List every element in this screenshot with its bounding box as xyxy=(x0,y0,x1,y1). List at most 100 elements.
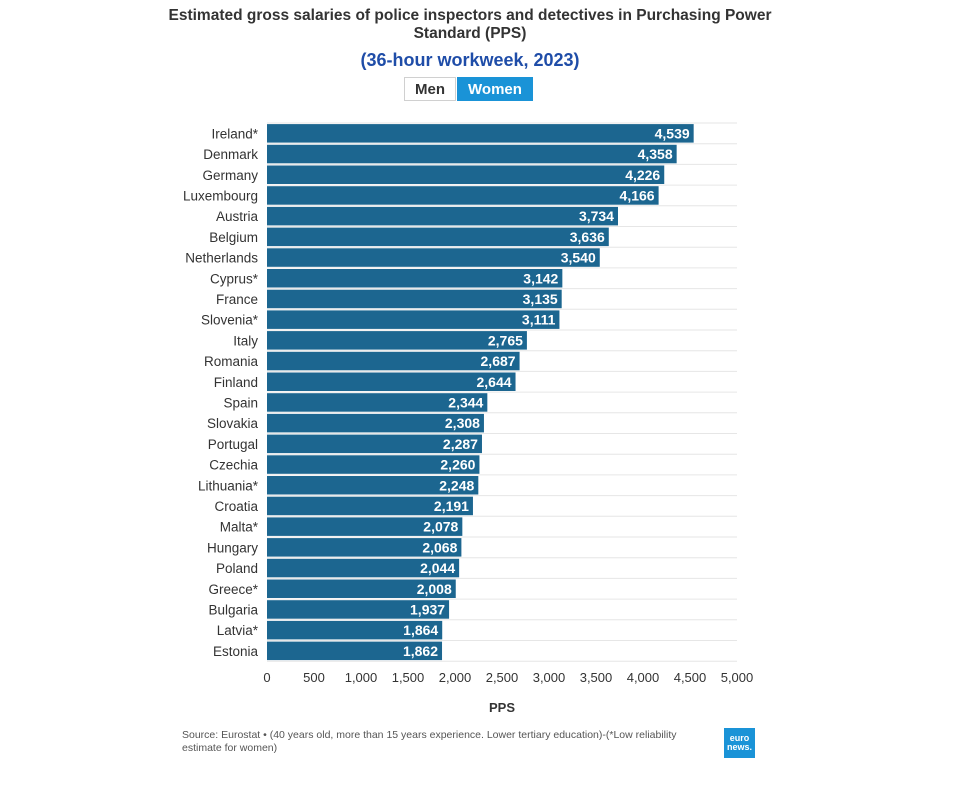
value-label: 2,078 xyxy=(423,519,458,535)
category-label: Bulgaria xyxy=(208,602,258,617)
bar-15 xyxy=(267,434,482,454)
value-label: 2,068 xyxy=(422,539,457,555)
bar-22 xyxy=(267,579,456,598)
category-label: Romania xyxy=(204,354,259,369)
category-label: Slovenia* xyxy=(201,313,259,328)
value-label: 4,226 xyxy=(625,167,660,183)
value-label: 4,166 xyxy=(620,187,655,203)
x-axis-title: PPS xyxy=(489,700,515,715)
category-label: Estonia xyxy=(213,644,259,659)
category-label: France xyxy=(216,292,258,307)
value-label: 2,308 xyxy=(445,415,480,431)
category-label: Netherlands xyxy=(185,251,258,266)
category-label: Finland xyxy=(214,375,258,390)
value-label: 3,636 xyxy=(570,229,605,245)
bar-2 xyxy=(267,165,665,184)
value-label: 4,539 xyxy=(655,125,690,141)
category-label: Hungary xyxy=(207,540,258,555)
value-label: 2,344 xyxy=(448,394,483,410)
x-tick-label: 3,000 xyxy=(533,670,566,685)
bar-1 xyxy=(267,144,677,164)
value-label: 2,644 xyxy=(476,374,511,390)
bar-21 xyxy=(267,558,460,578)
x-tick-label: 5,000 xyxy=(721,670,754,685)
category-label: Ireland* xyxy=(211,126,258,141)
bar-20 xyxy=(267,538,462,557)
bar-9 xyxy=(267,310,560,329)
category-label: Lithuania* xyxy=(198,478,259,493)
bar-12 xyxy=(267,372,516,391)
x-tick-label: 500 xyxy=(303,670,325,685)
x-tick-label: 4,000 xyxy=(627,670,660,685)
value-label: 3,734 xyxy=(579,208,614,224)
bar-11 xyxy=(267,351,520,371)
women-toggle-button[interactable]: Women xyxy=(457,77,533,101)
logo-line-1: euro xyxy=(729,733,750,743)
value-label: 2,287 xyxy=(443,436,478,452)
value-label: 3,142 xyxy=(523,270,558,286)
x-tick-label: 1,500 xyxy=(392,670,425,685)
euronews-logo: euro news. xyxy=(724,728,755,758)
x-tick-label: 3,500 xyxy=(580,670,613,685)
category-label: Croatia xyxy=(214,499,258,514)
chart-subtitle: (36-hour workweek, 2023) xyxy=(360,50,580,70)
value-label: 3,135 xyxy=(523,291,558,307)
bar-3 xyxy=(267,186,659,205)
category-label: Malta* xyxy=(220,520,259,535)
gender-toggle: Men Women xyxy=(404,77,533,101)
value-label: 1,937 xyxy=(410,601,445,617)
category-label: Portugal xyxy=(208,437,258,452)
bar-6 xyxy=(267,248,600,267)
value-label: 2,687 xyxy=(481,353,516,369)
value-label: 2,008 xyxy=(417,581,452,597)
bar-7 xyxy=(267,269,563,288)
category-label: Greece* xyxy=(208,582,258,597)
value-label: 3,540 xyxy=(561,250,596,266)
category-label: Denmark xyxy=(203,147,258,162)
value-label: 2,044 xyxy=(420,560,455,576)
category-label: Belgium xyxy=(209,230,258,245)
bar-16 xyxy=(267,455,480,474)
bar-14 xyxy=(267,413,484,433)
bar-25 xyxy=(267,641,443,661)
bar-10 xyxy=(267,331,527,350)
category-label: Austria xyxy=(216,209,259,224)
value-label: 4,358 xyxy=(638,146,673,162)
category-label: Luxembourg xyxy=(183,188,258,203)
value-label: 2,765 xyxy=(488,332,523,348)
source-note: Source: Eurostat • (40 years old, more t… xyxy=(182,729,677,754)
value-label: 2,260 xyxy=(440,457,475,473)
bar-0 xyxy=(267,124,694,143)
category-label: Italy xyxy=(233,333,258,348)
bar-18 xyxy=(267,496,473,516)
bar-4 xyxy=(267,206,618,226)
category-label: Poland xyxy=(216,561,258,576)
value-label: 2,248 xyxy=(439,477,474,493)
bar-19 xyxy=(267,517,463,536)
chart-title: Estimated gross salaries of police inspe… xyxy=(168,7,772,42)
bar-23 xyxy=(267,600,450,619)
men-toggle-button[interactable]: Men xyxy=(404,77,456,101)
value-label: 1,862 xyxy=(403,643,438,659)
bar-13 xyxy=(267,393,488,412)
value-label: 2,191 xyxy=(434,498,469,514)
x-tick-label: 0 xyxy=(263,670,270,685)
x-tick-label: 1,000 xyxy=(345,670,378,685)
bar-17 xyxy=(267,476,479,495)
category-label: Spain xyxy=(223,395,258,410)
category-label: Latvia* xyxy=(217,623,259,638)
bar-8 xyxy=(267,289,562,309)
category-label: Czechia xyxy=(209,458,258,473)
logo-line-2: news. xyxy=(726,742,752,752)
x-tick-label: 2,500 xyxy=(486,670,519,685)
x-tick-label: 4,500 xyxy=(674,670,707,685)
bar-24 xyxy=(267,620,443,640)
value-label: 1,864 xyxy=(403,622,438,638)
x-tick-label: 2,000 xyxy=(439,670,472,685)
category-label: Slovakia xyxy=(207,416,259,431)
value-label: 3,111 xyxy=(522,312,556,328)
category-label: Cyprus* xyxy=(210,271,259,286)
bar-5 xyxy=(267,227,609,247)
category-label: Germany xyxy=(202,168,258,183)
